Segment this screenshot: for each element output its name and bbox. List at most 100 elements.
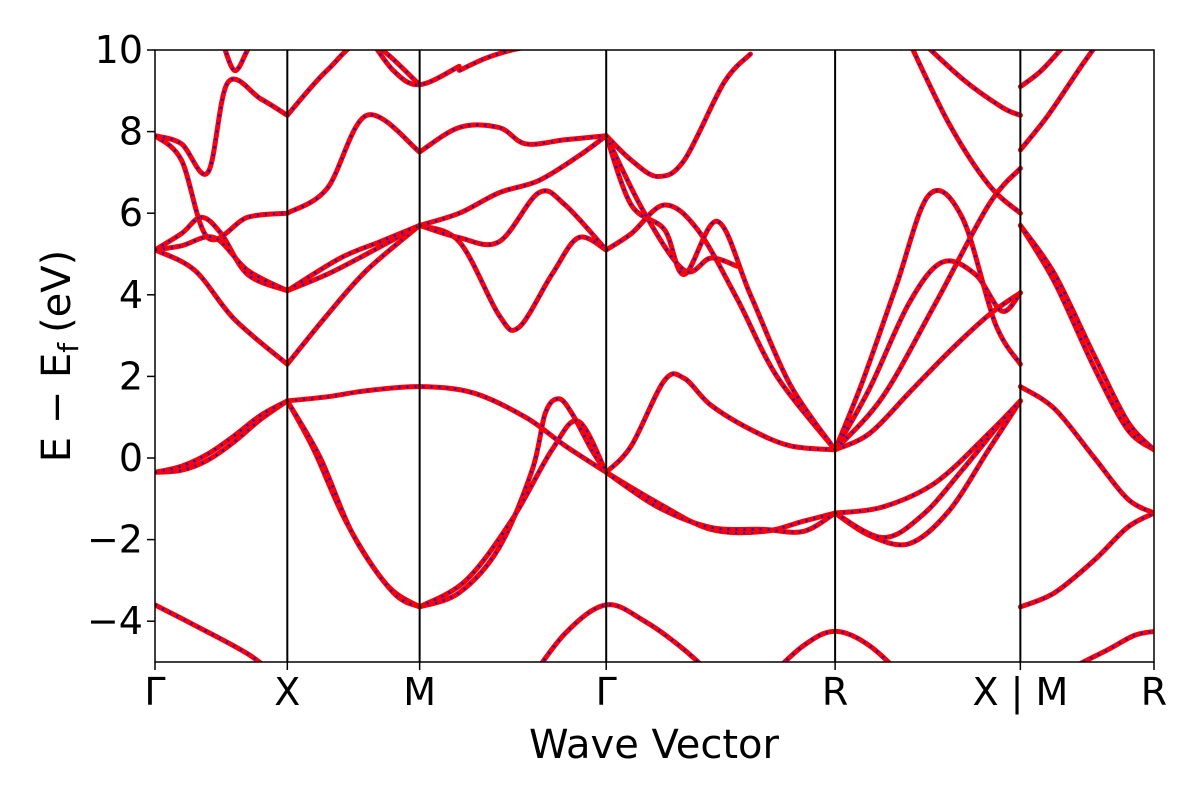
band-37 bbox=[155, 76, 290, 177]
y-axis-title-main: E − E bbox=[34, 353, 80, 463]
band-line bbox=[155, 76, 290, 177]
band-line-overlay bbox=[1019, 50, 1095, 151]
band-49 bbox=[603, 133, 838, 453]
y-tick-label: 2 bbox=[119, 354, 143, 398]
band-line-overlay bbox=[1019, 385, 1154, 515]
band-2 bbox=[539, 602, 702, 662]
band-line bbox=[603, 133, 838, 453]
x-tick-label: X bbox=[274, 670, 300, 714]
band-line-overlay bbox=[605, 135, 837, 451]
x-axis-ticks: Γ X M Γ R X | M R bbox=[144, 662, 1167, 715]
band-26 bbox=[1017, 50, 1096, 153]
band-line bbox=[284, 222, 423, 367]
band-line-overlay bbox=[928, 50, 1021, 117]
band-line bbox=[603, 371, 838, 475]
band-line bbox=[1017, 50, 1064, 90]
band-38 bbox=[222, 50, 251, 73]
band-line bbox=[832, 165, 1023, 453]
band-line-overlay bbox=[834, 400, 1022, 539]
band-line-overlay bbox=[155, 399, 288, 474]
band-line-overlay bbox=[155, 399, 289, 474]
band-9 bbox=[284, 398, 423, 610]
band-line bbox=[603, 469, 838, 536]
band-line-overlay bbox=[605, 471, 836, 534]
y-tick-label: 10 bbox=[95, 28, 143, 72]
band-line-overlay bbox=[286, 224, 421, 292]
band-20 bbox=[832, 258, 1023, 453]
band-line-overlay bbox=[834, 400, 1022, 515]
x-tick-label: R bbox=[1141, 670, 1167, 714]
y-tick-label: 0 bbox=[119, 436, 143, 480]
band-39 bbox=[284, 112, 423, 216]
plot-frame bbox=[154, 49, 1155, 663]
y-axis-title: E − Ef (eV) bbox=[34, 250, 85, 463]
band-line-overlay bbox=[1080, 630, 1154, 662]
band-22 bbox=[1017, 384, 1154, 516]
band-line bbox=[417, 396, 609, 610]
band-24 bbox=[1017, 222, 1154, 453]
band-line bbox=[374, 50, 462, 88]
y-tick-label: 6 bbox=[119, 191, 143, 235]
band-line bbox=[1017, 222, 1154, 453]
band-line bbox=[417, 418, 609, 610]
x-tick-label: R bbox=[822, 670, 848, 714]
band-28 bbox=[910, 50, 1023, 216]
band-50 bbox=[603, 133, 740, 275]
band-line-overlay bbox=[155, 235, 288, 292]
y-tick-label: 8 bbox=[119, 110, 143, 154]
band-line-overlay bbox=[155, 134, 288, 241]
band-43 bbox=[417, 222, 609, 333]
band-line bbox=[155, 247, 290, 367]
band-line bbox=[417, 188, 609, 253]
band-line-overlay bbox=[419, 224, 607, 332]
band-31 bbox=[284, 222, 423, 367]
y-tick-label: −4 bbox=[87, 599, 143, 643]
band-41 bbox=[374, 50, 462, 88]
band-32 bbox=[284, 222, 423, 294]
band-line bbox=[456, 50, 524, 73]
band-lines bbox=[155, 50, 1154, 662]
band-40 bbox=[284, 50, 423, 118]
band-36 bbox=[155, 234, 290, 294]
band-44 bbox=[417, 133, 609, 228]
band-line-overlay bbox=[605, 53, 752, 178]
band-line-overlay bbox=[1019, 224, 1154, 451]
band-line-overlay bbox=[911, 50, 1022, 215]
band-25 bbox=[1017, 222, 1154, 453]
band-line bbox=[603, 51, 753, 179]
band-34 bbox=[155, 214, 290, 294]
band-47 bbox=[603, 51, 753, 179]
band-line-overlay bbox=[286, 113, 421, 215]
band-46 bbox=[456, 50, 524, 73]
band-line bbox=[1017, 384, 1154, 516]
band-7 bbox=[284, 384, 609, 475]
band-45 bbox=[417, 188, 609, 253]
band-19 bbox=[832, 187, 1023, 453]
x-tick-label: Γ bbox=[596, 670, 617, 714]
x-tick-label: X | M bbox=[972, 670, 1068, 715]
band-5 bbox=[155, 398, 290, 475]
y-axis-title-unit: (eV) bbox=[34, 250, 80, 333]
band-line-overlay bbox=[155, 216, 288, 292]
band-line bbox=[1017, 50, 1096, 153]
y-tick-label: −2 bbox=[87, 518, 143, 562]
band-line-overlay bbox=[419, 134, 607, 227]
y-axis-title-subscript: f bbox=[52, 342, 85, 353]
kpoint-lines bbox=[286, 50, 1022, 662]
band-line bbox=[539, 602, 702, 662]
band-line bbox=[284, 384, 609, 475]
band-line bbox=[1017, 510, 1154, 610]
y-axis-ticks: −4 −2 0 2 4 6 8 10 bbox=[87, 28, 155, 643]
band-line bbox=[284, 398, 423, 610]
band-line-overlay bbox=[419, 397, 608, 609]
band-30 bbox=[155, 247, 290, 367]
band-12 bbox=[603, 371, 838, 475]
band-line-overlay bbox=[605, 471, 836, 534]
x-tick-label: M bbox=[403, 670, 436, 714]
band-line bbox=[832, 258, 1023, 453]
band-1 bbox=[155, 602, 264, 662]
band-10 bbox=[417, 396, 609, 610]
band-6 bbox=[155, 398, 290, 475]
band-17 bbox=[832, 398, 1023, 516]
